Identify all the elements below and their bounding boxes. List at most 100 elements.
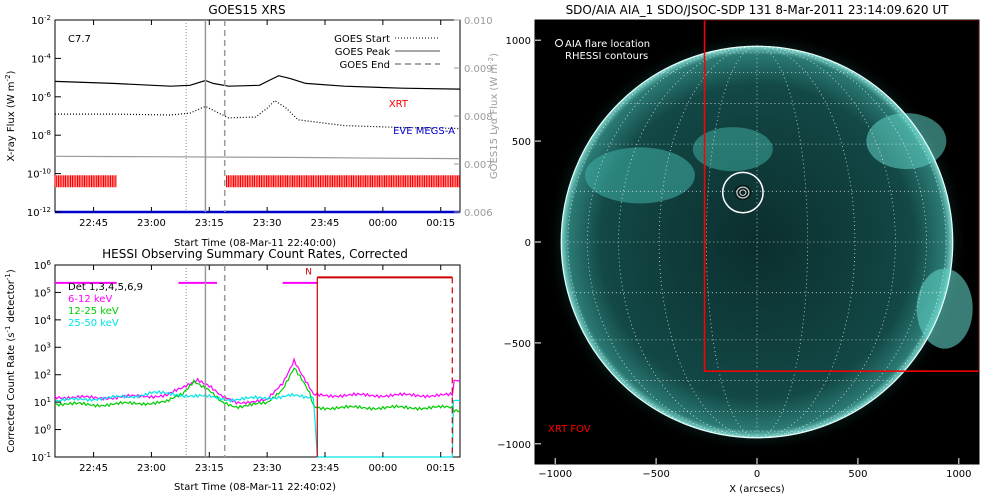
rhessi-contours bbox=[734, 184, 752, 201]
goes-title: GOES15 XRS bbox=[208, 3, 285, 17]
goes-y-ticks: 10-2 10-4 10-6 10-8 10-10 10-12 bbox=[27, 14, 61, 219]
aia-title: SDO/AIA AIA_1 SDO/JSOC-SDP 131 8-Mar-201… bbox=[566, 3, 950, 17]
hessi-x-tick-label: 22:45 bbox=[79, 463, 108, 474]
hessi-plot-frame bbox=[54, 264, 461, 458]
rhessi-contour bbox=[734, 184, 752, 201]
solar-limb bbox=[560, 45, 954, 439]
goes-series-2 bbox=[54, 155, 461, 160]
goes-x-tick-label: 23:15 bbox=[195, 218, 224, 229]
aia-y-tick-label: −500 bbox=[504, 339, 531, 350]
goes-panel: GOES15 XRS 22:45 23:00 23:15 23:30 23:45 00:0… bbox=[4, 3, 500, 249]
goes-y-tick-label: 10-12 bbox=[27, 206, 51, 219]
aia-x-label: X (arcsecs) bbox=[729, 484, 785, 495]
hessi-y-ticks: 106 105 104 103 102 101 100 10-1 bbox=[31, 259, 61, 464]
goes-xrt-bars bbox=[54, 175, 460, 188]
goes-y-tick-label: 10-8 bbox=[31, 129, 51, 142]
goes-series-group bbox=[54, 75, 461, 214]
hessi-series-2 bbox=[54, 389, 461, 458]
goes-x-tick-label: 23:30 bbox=[253, 218, 282, 229]
longitude-line bbox=[618, 45, 758, 439]
aia-x-tick-label: −1000 bbox=[538, 469, 572, 480]
longitude-line bbox=[756, 45, 896, 439]
longitude-line bbox=[658, 45, 758, 439]
hessi-x-tick-label: 23:30 bbox=[253, 463, 282, 474]
hessi-x-label: Start Time (08-Mar-11 22:40:02) bbox=[174, 482, 336, 493]
goes-right-tick-label: 0.009 bbox=[464, 64, 493, 75]
rhessi-contour bbox=[740, 190, 746, 195]
solar-disk bbox=[561, 46, 953, 438]
goes-y-tick-label: 10-4 bbox=[31, 52, 51, 65]
goes-y-label: X-ray Flux (W m-2) bbox=[4, 70, 17, 161]
legend-goes-start: GOES Start bbox=[334, 34, 390, 45]
hessi-y-tick-label: 10-1 bbox=[31, 451, 51, 464]
longitude-line bbox=[756, 45, 856, 439]
legend-goes-end: GOES End bbox=[340, 60, 390, 71]
longitude-line bbox=[756, 45, 947, 439]
active-region-east bbox=[584, 147, 695, 204]
hessi-x-tick-label: 00:15 bbox=[426, 463, 455, 474]
hessi-y-tick-label: 106 bbox=[34, 259, 52, 272]
hessi-x-ticks: 22:45 23:00 23:15 23:30 23:45 00:00 00:15 bbox=[79, 265, 455, 474]
night-marker-label: N bbox=[305, 267, 312, 277]
hessi-y-tick-label: 102 bbox=[34, 369, 51, 382]
legend-12-25: 12-25 keV bbox=[68, 306, 119, 317]
goes-y-tick-label: 10-10 bbox=[27, 168, 51, 181]
hessi-y-tick-label: 103 bbox=[34, 341, 51, 354]
flare-location-circle bbox=[721, 171, 764, 214]
hessi-y-tick-label: 100 bbox=[34, 424, 51, 437]
goes-right-tick-label: 0.008 bbox=[464, 112, 493, 123]
goes-legend: GOES Start GOES Peak GOES End bbox=[334, 34, 440, 71]
aia-y-tick-label: 0 bbox=[525, 238, 531, 249]
goes-right-tick-label: 0.006 bbox=[464, 208, 493, 219]
hessi-series-1 bbox=[54, 367, 461, 414]
goes-x-ticks: 22:45 23:00 23:15 23:30 23:45 00:00 00:15 bbox=[79, 20, 455, 229]
active-region-northwest bbox=[866, 113, 947, 170]
longitude-line bbox=[567, 45, 758, 439]
aia-y-tick-label: 1000 bbox=[506, 36, 531, 47]
xrt-label: XRT bbox=[389, 99, 409, 110]
goes-markers bbox=[185, 20, 226, 212]
goes-right-tick-label: 0.010 bbox=[464, 16, 493, 27]
goes-right-tick-label: 0.007 bbox=[464, 160, 493, 171]
legend-6-12: 6-12 keV bbox=[68, 294, 112, 305]
hessi-title: HESSI Observing Summary Count Rates, Cor… bbox=[102, 247, 408, 261]
hessi-series-group bbox=[54, 357, 461, 458]
hessi-x-tick-label: 00:00 bbox=[368, 463, 397, 474]
active-region-north bbox=[692, 127, 773, 172]
goes-x-tick-label: 00:00 bbox=[368, 218, 397, 229]
goes-right-y-label: GOES15 Lyα Flux (W m-2) bbox=[487, 53, 500, 179]
goes-x-tick-label: 23:00 bbox=[137, 218, 166, 229]
hessi-x-tick-label: 23:45 bbox=[311, 463, 340, 474]
hessi-y-tick-label: 104 bbox=[34, 314, 52, 327]
xrt-fov-label: XRT FOV bbox=[548, 424, 591, 435]
hessi-y-tick-label: 105 bbox=[34, 286, 51, 299]
aia-x-ticks: −1000 −500 0 500 1000 bbox=[538, 458, 972, 480]
aia-y-tick-label: −1000 bbox=[497, 440, 531, 451]
legend-flare-symbol bbox=[555, 39, 563, 47]
eve-label: EVE MEGS-A bbox=[393, 126, 455, 137]
active-region-west-limb bbox=[916, 268, 973, 349]
goes-x-tick-label: 22:45 bbox=[79, 218, 108, 229]
aia-y-tick-label: 500 bbox=[512, 137, 531, 148]
goes-x-tick-label: 00:15 bbox=[426, 218, 455, 229]
goes-y-tick-label: 10-2 bbox=[31, 14, 51, 27]
rhessi-contour bbox=[736, 186, 750, 199]
hessi-y-label: Corrected Count Rate (s-1 detector-1) bbox=[4, 269, 17, 453]
aia-panel: SDO/AIA AIA_1 SDO/JSOC-SDP 131 8-Mar-201… bbox=[497, 3, 980, 495]
aia-x-tick-label: 0 bbox=[754, 469, 760, 480]
hessi-markers bbox=[185, 265, 453, 457]
goes-flare-class: C7.7 bbox=[68, 34, 91, 45]
hessi-y-tick-label: 101 bbox=[34, 396, 51, 409]
hessi-legend: Det 1,3,4,5,6,9 6-12 keV 12-25 keV 25-50… bbox=[68, 282, 143, 329]
goes-x-tick-label: 23:45 bbox=[311, 218, 340, 229]
rhessi-contour bbox=[737, 188, 748, 198]
aia-x-tick-label: −500 bbox=[642, 469, 669, 480]
rhessi-contour bbox=[739, 189, 747, 196]
hessi-x-tick-label: 23:00 bbox=[137, 463, 166, 474]
aia-x-tick-label: 500 bbox=[848, 469, 867, 480]
legend-rhessi-contours: RHESSI contours bbox=[565, 51, 648, 62]
aia-y-ticks: 1000 500 0 −500 −1000 bbox=[497, 36, 541, 451]
legend-detectors: Det 1,3,4,5,6,9 bbox=[68, 282, 143, 293]
